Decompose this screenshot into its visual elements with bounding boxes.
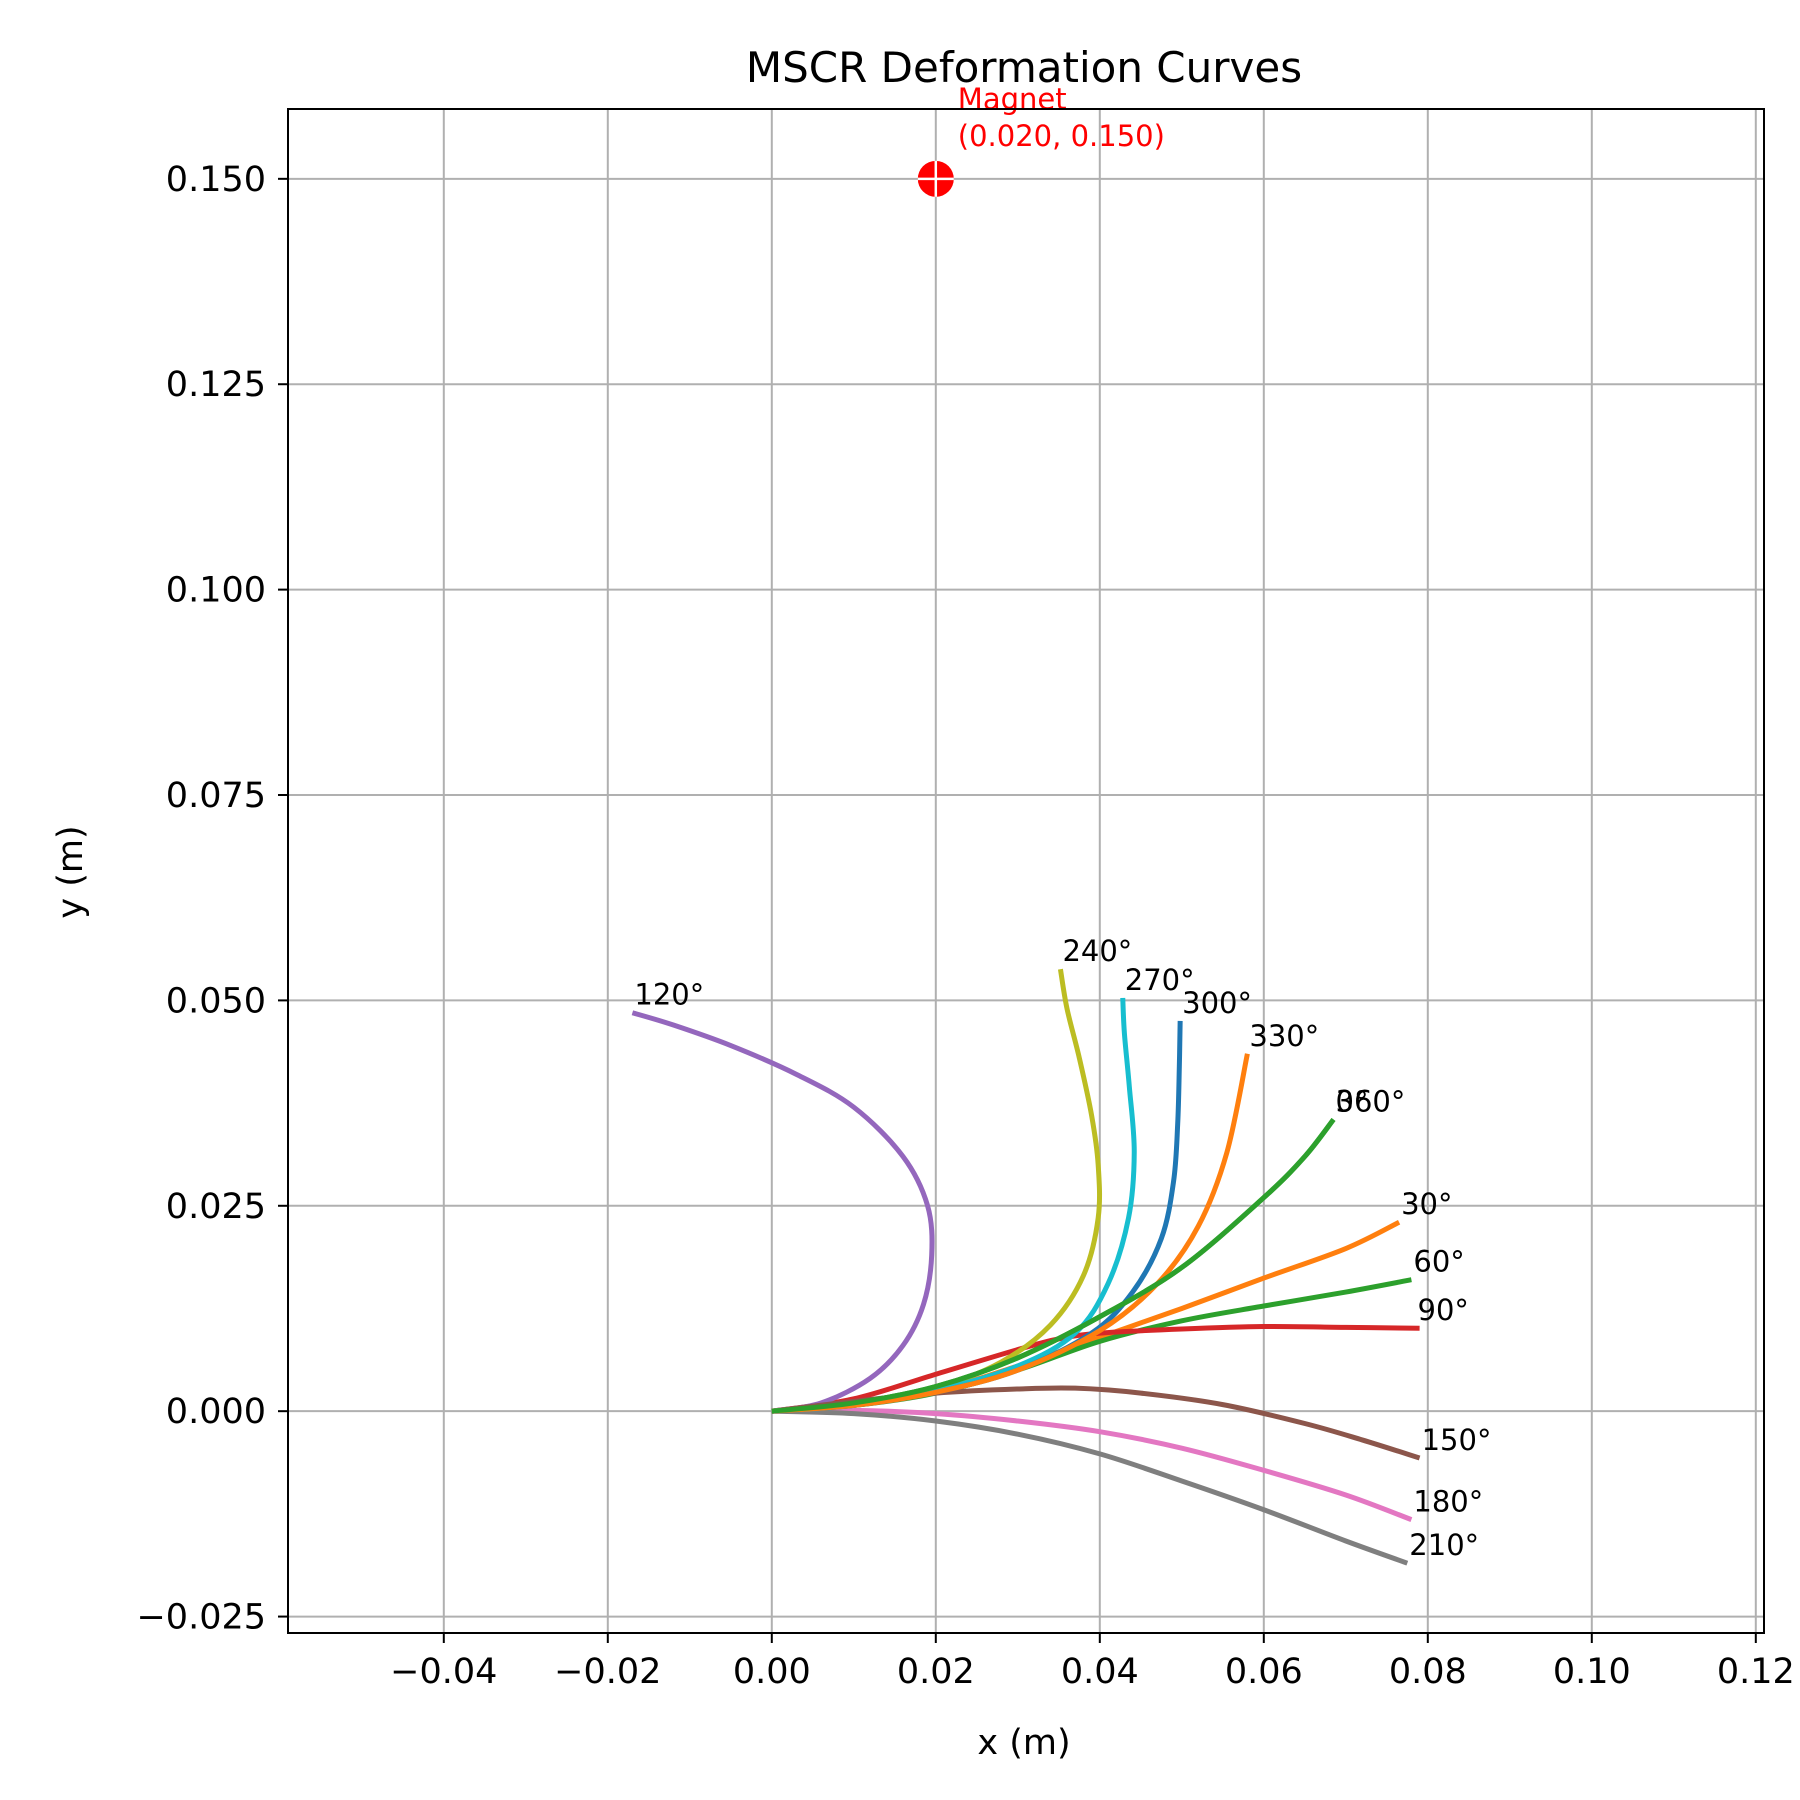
curve-label-90deg: 90° bbox=[1418, 1293, 1469, 1327]
x-tick-label: 0.02 bbox=[897, 1652, 975, 1692]
grid-lines bbox=[288, 109, 1764, 1633]
curve-label-150deg: 150° bbox=[1422, 1423, 1492, 1457]
x-tick-label: 0.00 bbox=[733, 1652, 811, 1692]
magnet-marker-group: Magnet(0.020, 0.150) bbox=[917, 82, 1165, 197]
x-tick-label: −0.04 bbox=[390, 1652, 497, 1692]
curve-330deg bbox=[771, 1053, 1250, 1414]
curve-210deg bbox=[771, 1408, 1409, 1566]
y-tick-label: 0.025 bbox=[166, 1187, 266, 1227]
curve-label-60deg: 60° bbox=[1413, 1245, 1464, 1279]
y-tick-label: 0.075 bbox=[166, 776, 266, 816]
x-tick-label: 0.06 bbox=[1225, 1652, 1303, 1692]
curve-120deg bbox=[631, 1010, 935, 1414]
curve-label-120deg: 120° bbox=[634, 978, 704, 1012]
curve-label-30deg: 30° bbox=[1401, 1187, 1452, 1221]
y-tick-label: −0.025 bbox=[136, 1598, 266, 1638]
curve-label-270deg: 270° bbox=[1125, 963, 1195, 997]
curve-label-240deg: 240° bbox=[1062, 934, 1132, 968]
curve-label-210deg: 210° bbox=[1409, 1528, 1479, 1562]
curve-label-330deg: 330° bbox=[1249, 1019, 1319, 1053]
curve-90deg bbox=[771, 1324, 1420, 1414]
x-tick-label: 0.08 bbox=[1389, 1652, 1467, 1692]
curve-180deg bbox=[771, 1407, 1413, 1522]
curve-label-180deg: 180° bbox=[1413, 1485, 1483, 1519]
y-tick-label: 0.100 bbox=[166, 571, 266, 611]
curve-label-0deg: 0° bbox=[1336, 1085, 1369, 1119]
magnet-label-coords: (0.020, 0.150) bbox=[958, 119, 1165, 153]
curve-label-300deg: 300° bbox=[1182, 986, 1252, 1020]
chart-title: MSCR Deformation Curves bbox=[746, 43, 1302, 92]
x-tick-label: 0.04 bbox=[1061, 1652, 1139, 1692]
curve-series bbox=[631, 968, 1421, 1566]
x-tick-label: −0.02 bbox=[554, 1652, 661, 1692]
curve-360deg bbox=[771, 1117, 1336, 1414]
x-tick-label: 0.10 bbox=[1553, 1652, 1631, 1692]
y-tick-label: 0.050 bbox=[166, 981, 266, 1021]
y-tick-label: 0.125 bbox=[166, 365, 266, 405]
y-tick-label: 0.150 bbox=[166, 160, 266, 200]
x-tick-label: 0.12 bbox=[1717, 1652, 1795, 1692]
y-axis-label: y (m) bbox=[51, 825, 91, 918]
x-axis-label: x (m) bbox=[977, 1723, 1070, 1763]
plot-frame bbox=[287, 108, 1765, 1634]
curve-labels: 0°30°60°90°120°150°180°210°240°270°300°3… bbox=[634, 934, 1491, 1562]
axis-ticks: −0.04 −0.02 0.00 0.02 0.04 0.06 0.08 0.10 0.12 −0… bbox=[136, 160, 1794, 1692]
curve-label-360deg: 360° bbox=[1336, 1085, 1406, 1119]
y-tick-label: 0.000 bbox=[166, 1392, 266, 1432]
magnet-label-name: Magnet bbox=[958, 82, 1067, 116]
